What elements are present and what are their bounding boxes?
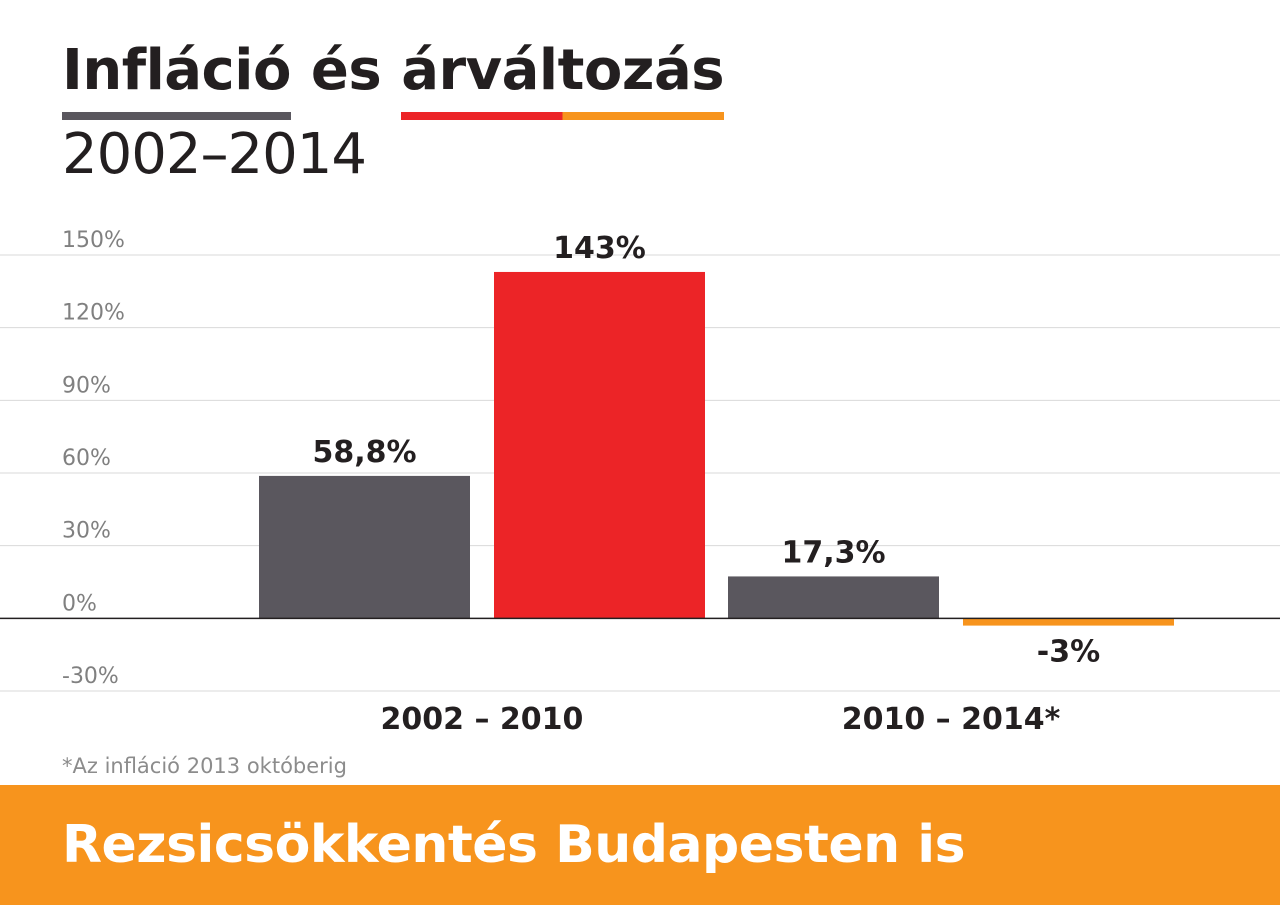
title-word-2: árváltozás (401, 36, 725, 120)
bar-chart: 150% 120% 90% 60% 30% 0% -30% 58,8% 17,3% 143% -3%… (0, 228, 1280, 737)
data-label: -3% (1037, 635, 1100, 670)
y-tick-label: 0% (62, 591, 97, 616)
chart-subtitle: 2002–2014 (62, 122, 367, 187)
y-tick-label: 120% (62, 301, 125, 326)
bar-1-1 (963, 618, 1174, 626)
bar-1-0 (494, 271, 705, 619)
x-category-label: 2002 – 2010 (381, 702, 584, 737)
data-label: 58,8% (312, 435, 416, 470)
y-tick-label: 150% (62, 228, 125, 253)
chart-title: Infláció és árváltozás (62, 36, 725, 120)
banner-text: Rezsicsökkentés Budapesten is (62, 815, 966, 875)
bottom-banner: Rezsicsökkentés Budapesten is (0, 785, 1280, 905)
title-word-0: Infláció (62, 36, 291, 120)
y-tick-label: -30% (62, 664, 119, 689)
data-label: 143% (553, 231, 646, 266)
bar-0-1 (728, 576, 939, 619)
footnote: *Az infláció 2013 októberig (62, 754, 347, 778)
title-line: Infláció és árváltozás (62, 36, 725, 120)
title-word-1: és (310, 38, 382, 103)
y-tick-label: 90% (62, 373, 111, 398)
y-tick-label: 60% (62, 446, 111, 471)
y-tick-label: 30% (62, 519, 111, 544)
data-label: 17,3% (781, 535, 885, 570)
x-category-label: 2010 – 2014* (842, 702, 1061, 737)
bar-0-0 (259, 475, 470, 619)
